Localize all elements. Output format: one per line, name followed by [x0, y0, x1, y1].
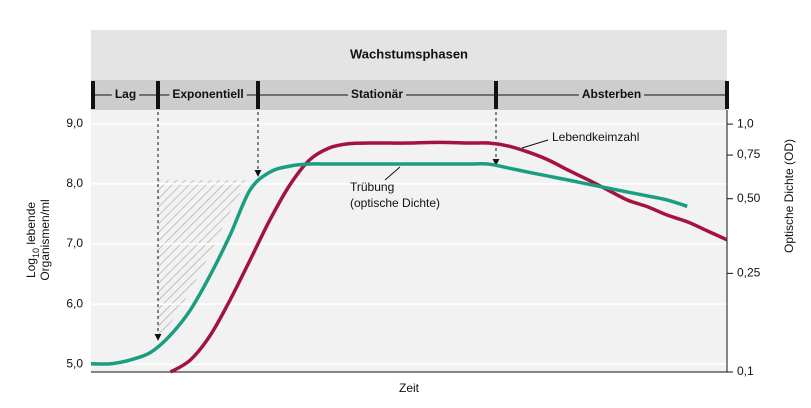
y-label-part: lebende — [24, 202, 38, 248]
phase-marker — [91, 81, 95, 109]
y2-tick-label: 0,1 — [737, 364, 754, 378]
y-axis-label: Organismen/ml — [38, 199, 52, 280]
phase-marker — [725, 81, 729, 109]
phase-label-bg — [169, 88, 247, 102]
y2-tick-label: 0,25 — [737, 266, 761, 280]
y2-tick-label: 1,0 — [737, 116, 754, 130]
phase-label-bg — [578, 88, 645, 102]
phase-marker — [494, 81, 498, 109]
y-tick-label: 5,0 — [66, 356, 83, 370]
phase-label: Lag — [115, 87, 136, 101]
phase-label: Exponentiell — [172, 87, 243, 101]
series-label: Trübung — [350, 180, 394, 194]
phase-label-bg — [347, 88, 407, 102]
y-tick-label: 7,0 — [66, 236, 83, 250]
y-axis-label: Log10 lebende — [24, 202, 41, 278]
phase-marker — [256, 81, 260, 109]
label-leader — [384, 166, 401, 181]
y2-tick-label: 0,75 — [737, 147, 761, 161]
phase-label: Stationär — [351, 87, 403, 101]
y-tick-label: 6,0 — [66, 296, 83, 310]
y-label-sub: 10 — [31, 248, 41, 258]
series-line — [169, 140, 728, 374]
x-axis-label: Zeit — [399, 381, 420, 395]
y-label-part: Log — [24, 258, 38, 278]
header-title: Wachstumsphasen — [350, 46, 468, 61]
phase-marker — [156, 81, 160, 109]
y-tick-label: 9,0 — [66, 116, 83, 130]
y-tick-label: 8,0 — [66, 176, 83, 190]
phase-label: Absterben — [582, 87, 641, 101]
label-leader — [521, 139, 549, 149]
series-label: (optische Dichte) — [350, 196, 440, 210]
series-line — [90, 162, 688, 366]
hatch-area — [158, 180, 248, 342]
series-label: Lebendkeimzahl — [552, 130, 639, 144]
phase-label-bg — [111, 88, 140, 102]
y2-tick-label: 0,50 — [737, 191, 761, 205]
y2-axis-label: Optische Dichte (OD) — [782, 139, 796, 253]
